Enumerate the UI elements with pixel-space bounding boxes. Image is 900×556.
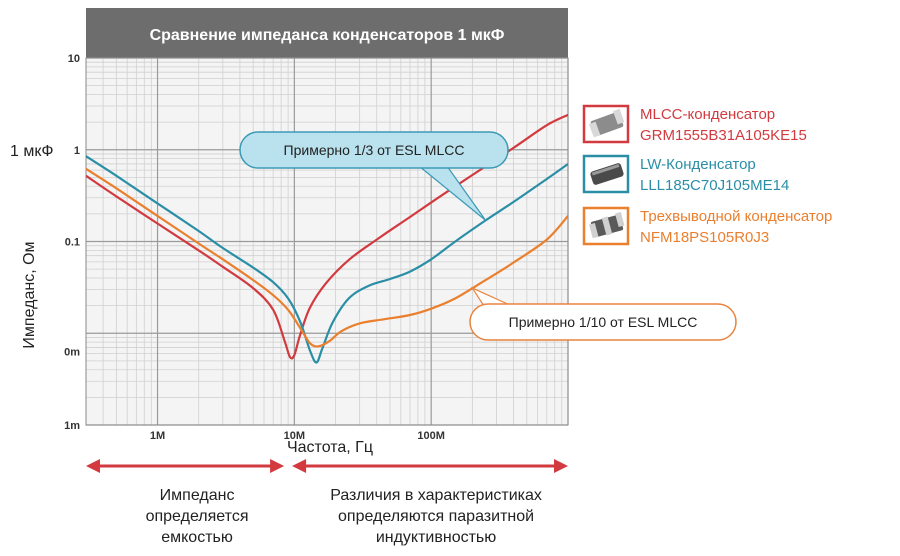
callout-box-1	[239, 131, 509, 169]
series-line-2	[86, 155, 568, 364]
callout-text-1: Примерно 1/3 от ESL MLCC	[284, 142, 465, 158]
y-tick-label: 1m	[64, 420, 80, 432]
legend-label-name: LW-Конденсатор	[640, 156, 756, 173]
x-tick-label: 100M	[417, 430, 445, 442]
legend-entry-1: MLCC-конденсатор GRM1555B31A105KE15	[582, 104, 807, 144]
x-tick-labels: 1M 10M 100M	[150, 430, 445, 442]
arrow-head-left	[86, 459, 100, 473]
y-axis-label: Импеданс, Ом	[21, 241, 38, 348]
series-line-3	[86, 167, 568, 348]
region-note-line: индуктивностью	[376, 529, 496, 546]
region-note-line: емкостью	[161, 529, 233, 546]
region-note-line: Различия в характеристиках	[330, 487, 542, 504]
lw-body	[590, 163, 624, 185]
nfm-terminal	[615, 211, 625, 228]
mlcc-terminal	[612, 108, 625, 125]
chart-title: Сравнение импеданса конденсаторов 1 мкФ	[150, 27, 505, 44]
region-arrow-1	[86, 459, 285, 473]
legend-entry-2: LW-Конденсатор LLL185C70J105ME14	[582, 154, 789, 194]
region-notes: Импеданс определяется емкостью Различия в х…	[86, 459, 568, 546]
lw-terminal	[591, 163, 620, 176]
nfm-terminal	[601, 216, 613, 236]
legend: MLCC-конденсатор GRM1555B31A105KE15 LW-Кон…	[582, 104, 832, 246]
legend-label-part: GRM1555B31A105KE15	[640, 127, 807, 144]
y-tick-label: 0.1	[65, 237, 80, 249]
region-note-line: определяются паразитной	[338, 508, 534, 525]
mlcc-capacitor-icon	[588, 108, 625, 138]
three-terminal-capacitor-icon	[589, 211, 625, 239]
x-axis-label: Частота, Гц	[287, 439, 373, 456]
callout-text-2: Примерно 1/10 от ESL MLCC	[509, 314, 698, 330]
y-tick-labels: 10 1 0.1 0m 1m	[64, 53, 80, 432]
lw-capacitor-icon	[590, 163, 624, 185]
legend-label-part: LLL185C70J105ME14	[640, 177, 789, 194]
y-tick-label: 0m	[64, 347, 80, 359]
capacitance-label: 1 мкФ	[10, 143, 54, 160]
nfm-terminal	[589, 223, 599, 239]
legend-label-name: MLCC-конденсатор	[640, 106, 775, 123]
region-note-line: Импеданс	[160, 487, 235, 504]
callout-box-2	[469, 303, 737, 341]
title-bar	[86, 8, 568, 58]
mlcc-body	[590, 111, 624, 137]
legend-label-part: NFM18PS105R0J3	[640, 229, 769, 246]
x-tick-label: 10M	[284, 430, 305, 442]
region-arrow-2	[292, 459, 568, 473]
plot-border	[85, 57, 569, 426]
legend-label-name: Трехвыводной конденсатор	[640, 208, 832, 225]
mlcc-terminal	[588, 121, 601, 138]
y-tick-label: 10	[68, 53, 80, 65]
series-lines	[86, 113, 568, 364]
x-tick-label: 1M	[150, 430, 165, 442]
series-line-1	[86, 113, 568, 360]
region-note-line: определяется	[146, 508, 249, 525]
arrow-head-right	[554, 459, 568, 473]
arrow-head-right	[270, 459, 285, 473]
arrow-head-left	[292, 459, 307, 473]
annotations: Примерно 1/3 от ESL MLCC Примерно 1/10 от…	[239, 131, 737, 341]
y-tick-label: 1	[74, 145, 80, 157]
legend-entry-3: Трехвыводной конденсатор NFM18PS105R0J3	[582, 206, 832, 246]
